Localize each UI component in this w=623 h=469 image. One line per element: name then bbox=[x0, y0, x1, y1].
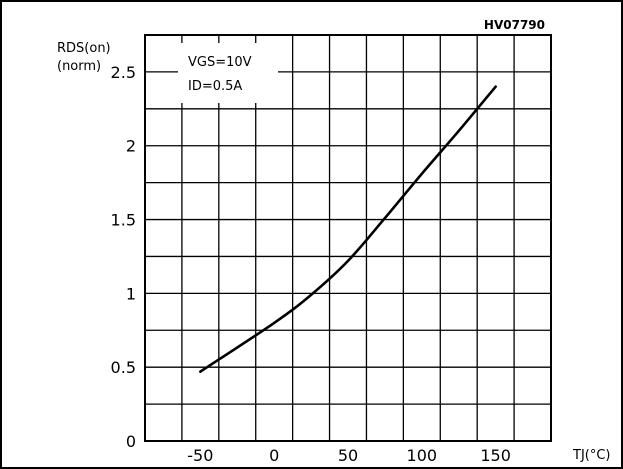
grid bbox=[145, 35, 551, 441]
x-tick-label: 100 bbox=[407, 446, 438, 465]
x-tick-labels: -50 0 50 100 150 bbox=[187, 446, 511, 465]
x-tick-label: -50 bbox=[187, 446, 213, 465]
x-tick-label: 50 bbox=[338, 446, 358, 465]
annotation-box bbox=[178, 43, 278, 103]
y-tick-label: 1 bbox=[126, 284, 136, 303]
figure-code: HV07790 bbox=[484, 18, 545, 32]
x-axis-label: TJ(°C) bbox=[572, 448, 611, 463]
y-axis-unit: (norm) bbox=[57, 59, 101, 74]
y-tick-label: 1.5 bbox=[111, 211, 136, 230]
y-tick-label: 2.5 bbox=[111, 63, 136, 82]
series-group bbox=[199, 85, 497, 373]
y-tick-label: 0 bbox=[126, 432, 136, 451]
annotation-vgs: VGS=10V bbox=[188, 55, 252, 70]
plot-frame bbox=[144, 34, 552, 442]
annotation-id: ID=0.5A bbox=[188, 79, 242, 94]
y-tick-labels: 0 0.5 1 1.5 2 2.5 bbox=[111, 63, 136, 451]
x-tick-label: 150 bbox=[480, 446, 511, 465]
x-tick-label: 0 bbox=[269, 446, 279, 465]
y-tick-label: 0.5 bbox=[111, 358, 136, 377]
series-line bbox=[199, 85, 497, 373]
y-axis-label: RDS(on) bbox=[57, 41, 111, 56]
y-tick-label: 2 bbox=[126, 137, 136, 156]
